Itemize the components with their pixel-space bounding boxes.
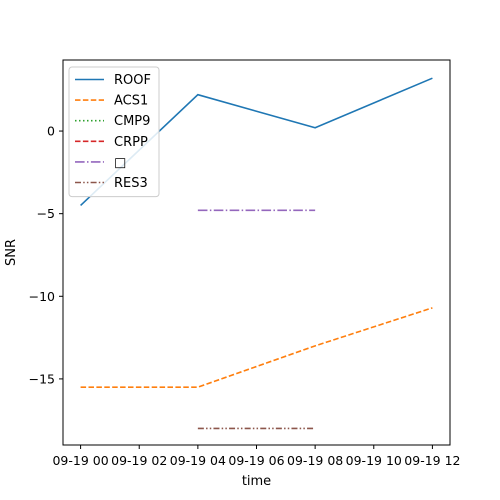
legend-label: CMP9 [114, 114, 150, 129]
y-axis-label: SNR [4, 239, 19, 266]
x-tick-label: 09-19 06 [228, 453, 284, 468]
legend-label: CRPP [114, 135, 148, 150]
legend-label: □ [114, 155, 126, 170]
x-axis-label: time [242, 474, 271, 489]
x-tick-label: 09-19 02 [111, 453, 167, 468]
legend-label: ROOF [114, 73, 151, 88]
y-tick-label: −15 [29, 371, 55, 386]
y-tick-label: 0 [47, 124, 55, 139]
y-tick-label: −10 [29, 289, 55, 304]
x-tick-label: 09-19 12 [404, 453, 460, 468]
y-tick-label: −5 [37, 206, 55, 221]
x-tick-label: 09-19 04 [170, 453, 226, 468]
legend-label: RES3 [114, 176, 148, 191]
x-tick-label: 09-19 08 [287, 453, 343, 468]
x-tick-label: 09-19 00 [52, 453, 108, 468]
series-line-acs1 [80, 307, 433, 388]
legend: ROOF ACS1 CMP9 CRPP □ RES3 [68, 66, 160, 198]
x-axis-ticks: 09-19 00 09-19 02 09-19 04 09-19 06 09-19 08… [52, 445, 461, 468]
y-axis-ticks: 0 −5 −10 −15 [29, 124, 63, 386]
legend-label: ACS1 [114, 94, 148, 109]
x-tick-label: 09-19 10 [346, 453, 402, 468]
